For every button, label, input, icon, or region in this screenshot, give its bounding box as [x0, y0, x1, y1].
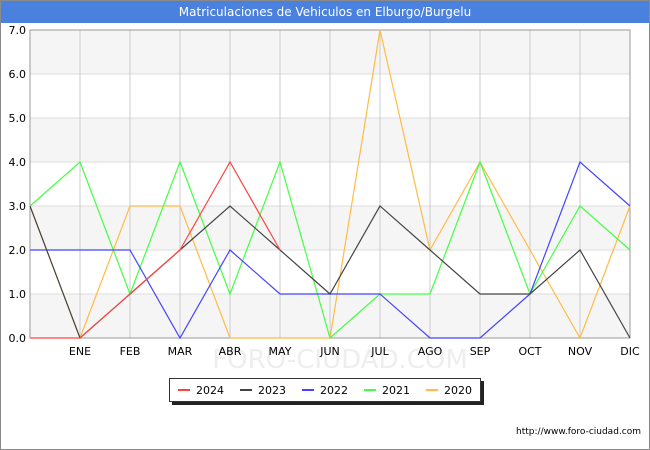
watermark: FORO-CIUDAD.COM: [212, 345, 468, 375]
x-tick-label: SEP: [470, 345, 491, 358]
legend-item-2020: 2020: [426, 384, 472, 397]
y-tick-label: 5.0: [9, 112, 27, 125]
x-tick-label: FEB: [120, 345, 141, 358]
legend-swatch: [426, 389, 438, 391]
footer-url: http://www.foro-ciudad.com: [516, 427, 641, 437]
legend-item-2021: 2021: [364, 384, 410, 397]
y-tick-label: 0.0: [9, 332, 27, 345]
x-tick-label: JUL: [370, 345, 389, 358]
x-tick-label: NOV: [568, 345, 593, 358]
x-tick-label: MAY: [269, 345, 292, 358]
legend-label: 2022: [320, 383, 348, 397]
series-lines: [29, 29, 631, 340]
legend-item-2022: 2022: [302, 384, 348, 397]
y-tick-label: 6.0: [9, 68, 27, 81]
series-line-2024: [30, 160, 281, 339]
y-axis-tick-labels: 0.0 1.0 2.0 3.0 4.0 5.0 6.0 7.0: [9, 24, 27, 345]
y-tick-label: 1.0: [9, 288, 27, 301]
legend-label: 2020: [444, 383, 472, 397]
legend-item-2023: 2023: [240, 384, 286, 397]
y-tick-label: 7.0: [9, 24, 27, 37]
x-tick-label: ENE: [69, 345, 91, 358]
x-tick-label: ABR: [219, 345, 242, 358]
x-axis-tick-labels: ENE FEB MAR ABR MAY JUN JUL AGO SEP OCT NOV DIC: [69, 345, 640, 358]
legend-label: 2021: [382, 383, 410, 397]
x-tick-label: OCT: [518, 345, 541, 358]
legend: 2024 2023 2022 2021 2020: [169, 378, 481, 402]
x-tick-label: AGO: [418, 345, 443, 358]
chart-title: Matriculaciones de Vehiculos en Elburgo/…: [1, 1, 649, 23]
y-tick-label: 3.0: [9, 200, 27, 213]
y-tick-label: 4.0: [9, 156, 27, 169]
y-tick-label: 2.0: [9, 244, 27, 257]
x-tick-label: JUN: [319, 345, 340, 358]
legend-swatch: [178, 389, 190, 391]
legend-swatch: [302, 389, 314, 391]
legend-label: 2024: [196, 383, 224, 397]
x-tick-label: DIC: [620, 345, 640, 358]
legend-label: 2023: [258, 383, 286, 397]
x-tick-label: MAR: [168, 345, 193, 358]
legend-item-2024: 2024: [178, 384, 224, 397]
legend-swatch: [364, 389, 376, 391]
legend-swatch: [240, 389, 252, 391]
